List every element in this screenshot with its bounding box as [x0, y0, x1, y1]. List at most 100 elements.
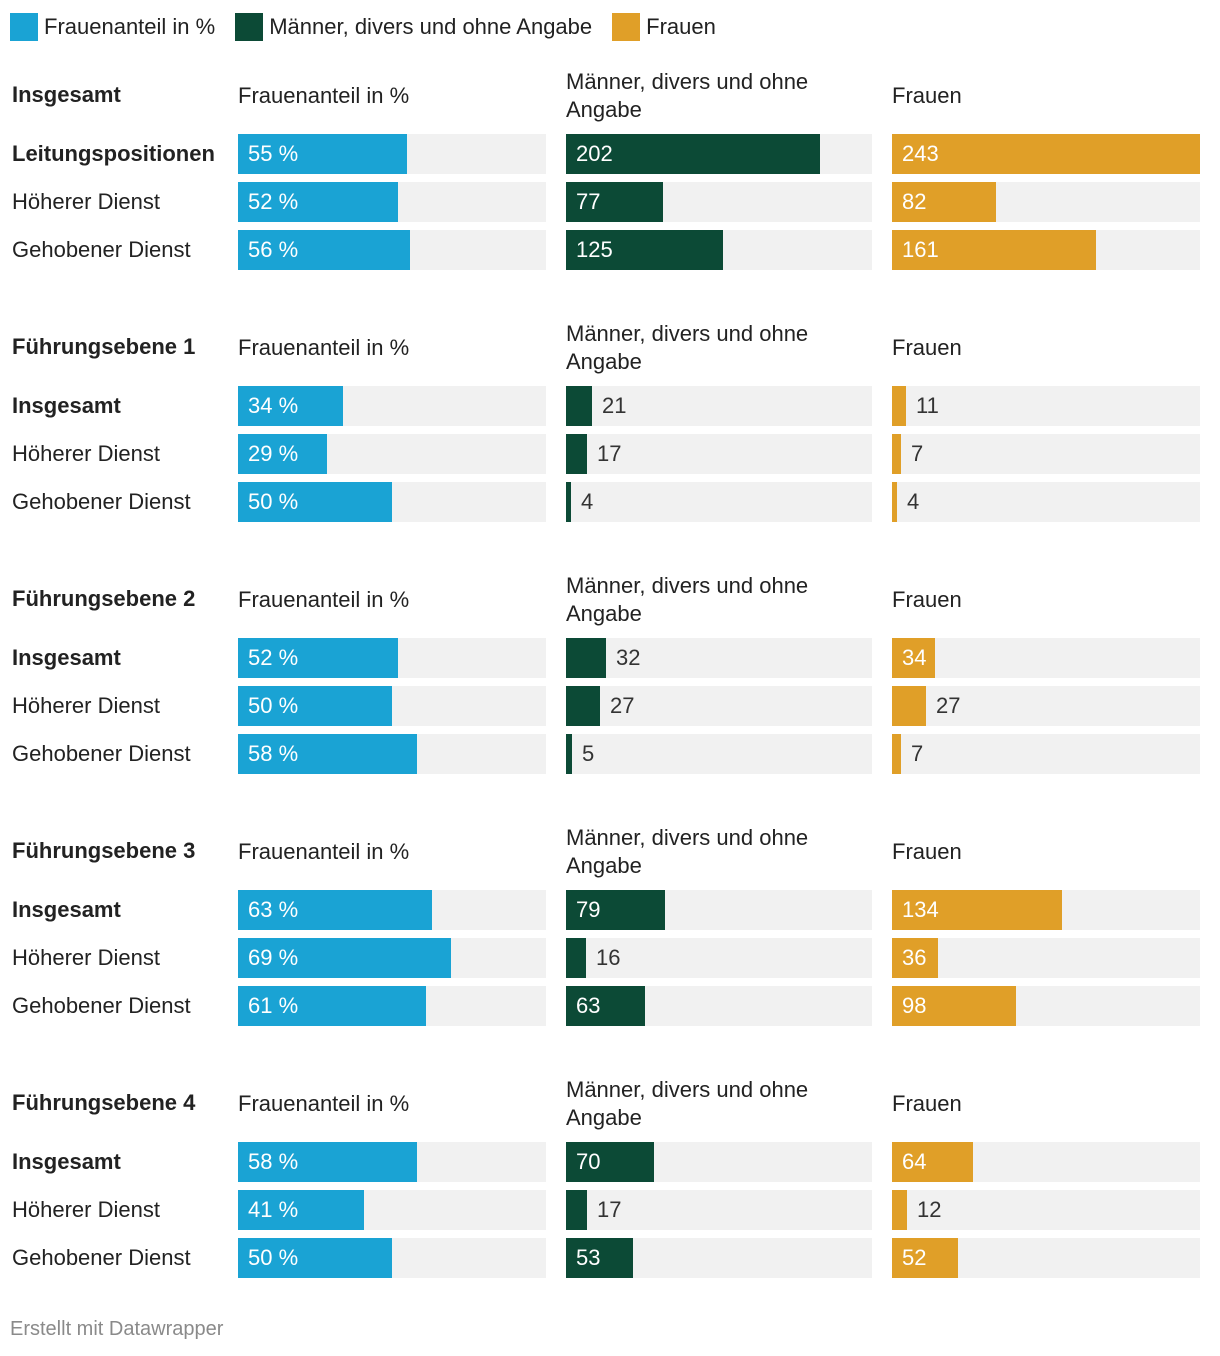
bar-men[interactable] — [566, 1142, 654, 1182]
bar-women[interactable] — [892, 1190, 907, 1230]
legend-item-men[interactable]: Männer, divers und ohne Angabe — [235, 13, 592, 41]
bar-women[interactable] — [892, 1142, 973, 1182]
bar-men[interactable] — [566, 482, 571, 522]
bar-women[interactable] — [892, 734, 901, 774]
bar-men[interactable] — [566, 1238, 633, 1278]
bar-women[interactable] — [892, 638, 935, 678]
legend-item-women[interactable]: Frauen — [612, 13, 716, 41]
bar-share[interactable] — [238, 1190, 364, 1230]
column-header-women: Frauen — [892, 587, 962, 612]
row-label: Höherer Dienst — [12, 945, 160, 970]
bar-track-women: 52 — [892, 1238, 1200, 1278]
value-label-men: 32 — [616, 645, 641, 670]
value-label-women: 34 — [902, 645, 927, 670]
value-label-share: 50 % — [248, 1245, 299, 1270]
bar-share[interactable] — [238, 434, 327, 474]
bar-women[interactable] — [892, 482, 897, 522]
bar-track-women: 36 — [892, 938, 1200, 978]
group-title: Führungsebene 4 — [12, 1090, 196, 1115]
bar-track-men: 17 — [566, 1190, 872, 1230]
bar-women[interactable] — [892, 986, 1016, 1026]
value-label-share: 61 % — [248, 993, 299, 1018]
value-label-share: 41 % — [248, 1197, 299, 1222]
bar-share[interactable] — [238, 890, 432, 930]
chart-group: Insgesamt Frauenanteil in % Männer, divers… — [0, 69, 1220, 270]
bar-share[interactable] — [238, 638, 398, 678]
bar-track-men: 125 — [566, 230, 872, 270]
bar-women[interactable] — [892, 1238, 958, 1278]
bar-women[interactable] — [892, 938, 938, 978]
value-label-men: 21 — [602, 393, 627, 418]
bar-men[interactable] — [566, 1190, 587, 1230]
value-label-share: 52 % — [248, 189, 299, 214]
bar-track-men: 4 — [566, 482, 872, 522]
column-header-men: Männer, divers und ohne Angabe — [566, 573, 809, 626]
bar-women[interactable] — [892, 686, 926, 726]
column-header-men: Männer, divers und ohne Angabe — [566, 69, 809, 122]
bar-women[interactable] — [892, 386, 906, 426]
bar-track-share: 61 % — [238, 986, 546, 1026]
bar-share[interactable] — [238, 686, 392, 726]
bar-share[interactable] — [238, 938, 451, 978]
bar-men[interactable] — [566, 434, 587, 474]
bar-men[interactable] — [566, 638, 606, 678]
bar-track-share: 50 % — [238, 482, 546, 522]
column-header-men: Männer, divers und ohne Angabe — [566, 1077, 809, 1130]
value-label-men: 125 — [576, 237, 613, 262]
legend-item-share[interactable]: Frauenanteil in % — [10, 13, 215, 41]
row-label: Leitungspositionen — [12, 141, 215, 166]
bar-men[interactable] — [566, 134, 820, 174]
bar-share[interactable] — [238, 482, 392, 522]
bar-men[interactable] — [566, 182, 663, 222]
bar-men[interactable] — [566, 938, 586, 978]
bar-share[interactable] — [238, 986, 426, 1026]
column-header-share: Frauenanteil in % — [238, 335, 410, 360]
legend-label-men: Männer, divers und ohne Angabe — [269, 14, 593, 39]
bar-track-women: 12 — [892, 1190, 1200, 1230]
bar-track-share: 50 % — [238, 1238, 546, 1278]
bar-share[interactable] — [238, 230, 410, 270]
bar-men[interactable] — [566, 890, 665, 930]
bar-women[interactable] — [892, 890, 1062, 930]
value-label-men: 77 — [576, 189, 601, 214]
value-label-men: 79 — [576, 897, 601, 922]
bar-track-share: 52 % — [238, 638, 546, 678]
bar-share[interactable] — [238, 386, 343, 426]
bar-track-men: 5 — [566, 734, 872, 774]
bar-track-share: 52 % — [238, 182, 546, 222]
bar-track-share: 56 % — [238, 230, 546, 270]
row-label: Höherer Dienst — [12, 441, 160, 466]
bar-track-men: 70 — [566, 1142, 872, 1182]
bar-women[interactable] — [892, 182, 996, 222]
bar-track-share: 69 % — [238, 938, 546, 978]
value-label-women: 98 — [902, 993, 927, 1018]
chart-group: Führungsebene 2 Frauenanteil in % Männer, … — [0, 573, 1220, 774]
value-label-women: 4 — [907, 489, 920, 514]
bar-share[interactable] — [238, 182, 398, 222]
row-label: Gehobener Dienst — [12, 489, 191, 514]
chart-group: Führungsebene 3 Frauenanteil in % Männer, … — [0, 825, 1220, 1026]
value-label-men: 202 — [576, 141, 613, 166]
bar-women[interactable] — [892, 230, 1096, 270]
bar-share[interactable] — [238, 134, 407, 174]
bar-share[interactable] — [238, 1142, 417, 1182]
bar-men[interactable] — [566, 686, 600, 726]
bar-share[interactable] — [238, 1238, 392, 1278]
bar-men[interactable] — [566, 734, 572, 774]
group-title: Führungsebene 2 — [12, 586, 196, 611]
bar-track-men: 21 — [566, 386, 872, 426]
bar-track-women: 64 — [892, 1142, 1200, 1182]
column-header-share: Frauenanteil in % — [238, 587, 410, 612]
value-label-women: 36 — [902, 945, 927, 970]
bar-men[interactable] — [566, 386, 592, 426]
row-label: Insgesamt — [12, 645, 121, 670]
value-label-share: 56 % — [248, 237, 299, 262]
row-label: Höherer Dienst — [12, 693, 160, 718]
bar-men[interactable] — [566, 986, 645, 1026]
bar-track-men: 77 — [566, 182, 872, 222]
bar-share[interactable] — [238, 734, 417, 774]
bar-men[interactable] — [566, 230, 723, 270]
bar-women[interactable] — [892, 134, 1200, 174]
bar-women[interactable] — [892, 434, 901, 474]
column-header-share: Frauenanteil in % — [238, 839, 410, 864]
